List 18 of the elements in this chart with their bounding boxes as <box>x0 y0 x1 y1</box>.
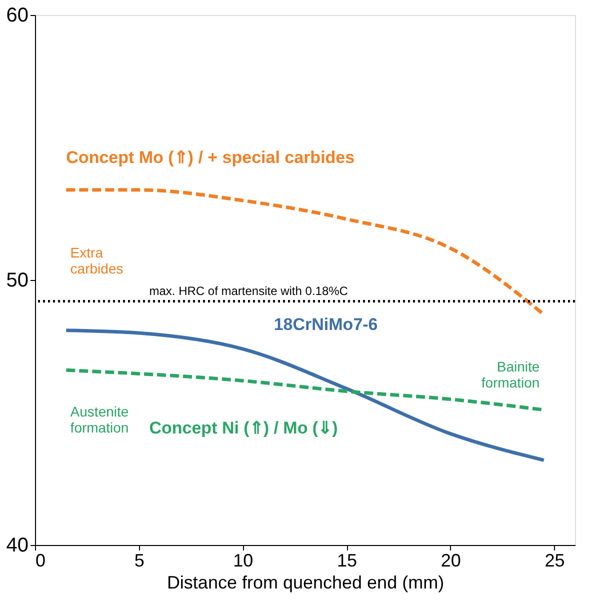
line-series <box>64 328 546 462</box>
y-tick-label: 60 <box>6 4 28 26</box>
series-label: Concept Mo (⇑) / + special carbides <box>66 148 355 168</box>
x-tick-label: 10 <box>233 550 254 570</box>
x-tick-label: 0 <box>36 550 46 570</box>
x-axis-title: Distance from quenched end (mm) <box>166 572 444 592</box>
x-tick-label: 5 <box>134 550 144 570</box>
annotation: Austenite formation <box>70 404 129 436</box>
annotation: Bainite formation <box>481 358 540 390</box>
y-tick-label: 40 <box>6 534 28 556</box>
y-tick-label: 50 <box>6 270 28 292</box>
ref-line-label: max. HRC of martensite with 0.18%C <box>149 284 348 298</box>
x-tick-label: 25 <box>544 550 565 570</box>
series-label: 18CrNiMo7-6 <box>274 315 378 334</box>
x-tick-label: 15 <box>337 550 358 570</box>
series-label: Concept Ni (⇑) / Mo (⇓) <box>149 418 338 438</box>
x-tick-label: 20 <box>440 550 461 570</box>
annotation: Extra carbides <box>70 244 124 276</box>
